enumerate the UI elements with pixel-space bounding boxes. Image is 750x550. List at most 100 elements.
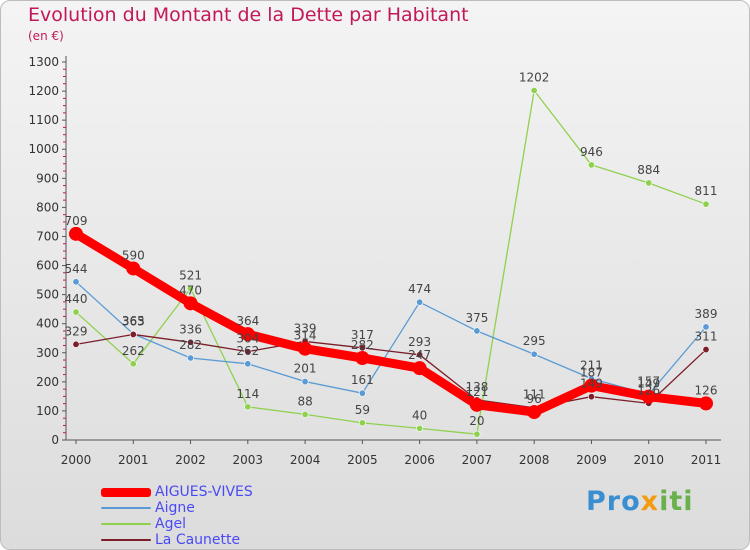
y-tick-label: 700 [36,229,59,243]
data-label: 317 [351,328,374,342]
data-label: 161 [351,373,374,387]
legend: AIGUES-VIVES Aigne Agel La Caunette [101,484,253,548]
data-label: 111 [523,388,546,402]
legend-swatch [101,539,151,541]
legend-label: AIGUES-VIVES [155,484,253,500]
data-label: 149 [580,377,603,391]
data-label: 149 [637,377,660,391]
data-label: 59 [355,403,370,417]
data-point [183,296,198,311]
data-point [587,393,595,401]
data-label: 211 [580,359,603,373]
data-point [355,351,370,366]
data-label: 262 [236,344,259,358]
x-tick-label: 2005 [347,453,378,467]
data-label: 811 [695,184,718,198]
y-tick-label: 800 [36,200,59,214]
data-label: 1202 [519,70,550,84]
data-label: 282 [179,338,202,352]
data-label: 329 [65,324,88,338]
data-label: 339 [294,321,317,335]
data-label: 946 [580,145,603,159]
y-tick-label: 100 [36,404,59,418]
data-point [702,323,710,331]
x-tick-label: 2001 [118,453,149,467]
data-point [702,200,710,208]
logo-part-2: x [640,486,660,517]
data-point [469,397,484,412]
data-point [129,330,137,338]
y-tick-label: 1200 [28,84,59,98]
legend-swatch [101,507,151,509]
data-point [473,430,481,438]
legend-item: Agel [101,516,253,532]
x-tick-label: 2000 [61,453,92,467]
data-point [584,378,599,393]
data-point [240,327,255,342]
data-label: 157 [637,374,660,388]
data-point [69,226,83,241]
data-label: 336 [179,322,202,336]
data-point [187,338,195,346]
data-label: 293 [408,335,431,349]
x-tick-label: 2007 [462,453,493,467]
data-point [527,405,542,420]
data-point [412,361,427,376]
data-label: 590 [122,248,145,262]
proxiti-logo: Proxiti [586,486,694,517]
data-label: 365 [122,314,145,328]
x-tick-label: 2010 [633,453,664,467]
legend-item: Aigne [101,500,253,516]
data-point [126,261,141,276]
data-label: 363 [122,314,145,328]
data-label: 295 [523,334,546,348]
data-label: 126 [695,383,718,397]
data-label: 126 [637,383,660,397]
x-tick-label: 2006 [404,453,435,467]
data-label: 187 [580,366,603,380]
data-label: 262 [122,344,145,358]
y-tick-label: 200 [36,375,59,389]
data-label: 88 [297,394,312,408]
y-tick-label: 0 [51,433,59,447]
legend-item: La Caunette [101,532,253,548]
y-tick-label: 1000 [28,142,59,156]
data-point [301,410,309,418]
data-label: 96 [527,392,542,406]
data-label: 282 [351,338,374,352]
data-label: 20 [469,414,484,428]
logo-part-3: iti [659,486,694,517]
data-point [129,360,137,368]
x-tick-label: 2003 [233,453,264,467]
series-line-3 [75,333,707,409]
data-label: 364 [236,314,259,328]
x-tick-label: 2002 [175,453,206,467]
y-tick-label: 400 [36,317,59,331]
y-tick-label: 1300 [28,55,59,69]
data-point [298,341,313,356]
data-point [187,354,195,362]
data-label: 389 [695,307,718,321]
data-point [416,298,424,306]
data-point [72,308,80,316]
data-point [72,278,80,286]
series-line-0 [71,229,711,417]
data-point [301,378,309,386]
data-point [244,403,252,411]
data-point [641,389,656,404]
data-label: 114 [236,387,259,401]
data-point [72,340,80,348]
data-point [530,86,538,94]
logo-part-1: Pro [586,486,641,517]
x-tick-label: 2008 [519,453,550,467]
data-point [244,360,252,368]
data-point [699,396,713,411]
y-tick-label: 600 [36,259,59,273]
data-label: 474 [408,282,431,296]
legend-item: AIGUES-VIVES [101,484,253,500]
chart-subtitle: (en €) [28,29,64,43]
data-label: 40 [412,408,427,422]
x-tick-label: 2009 [576,453,607,467]
